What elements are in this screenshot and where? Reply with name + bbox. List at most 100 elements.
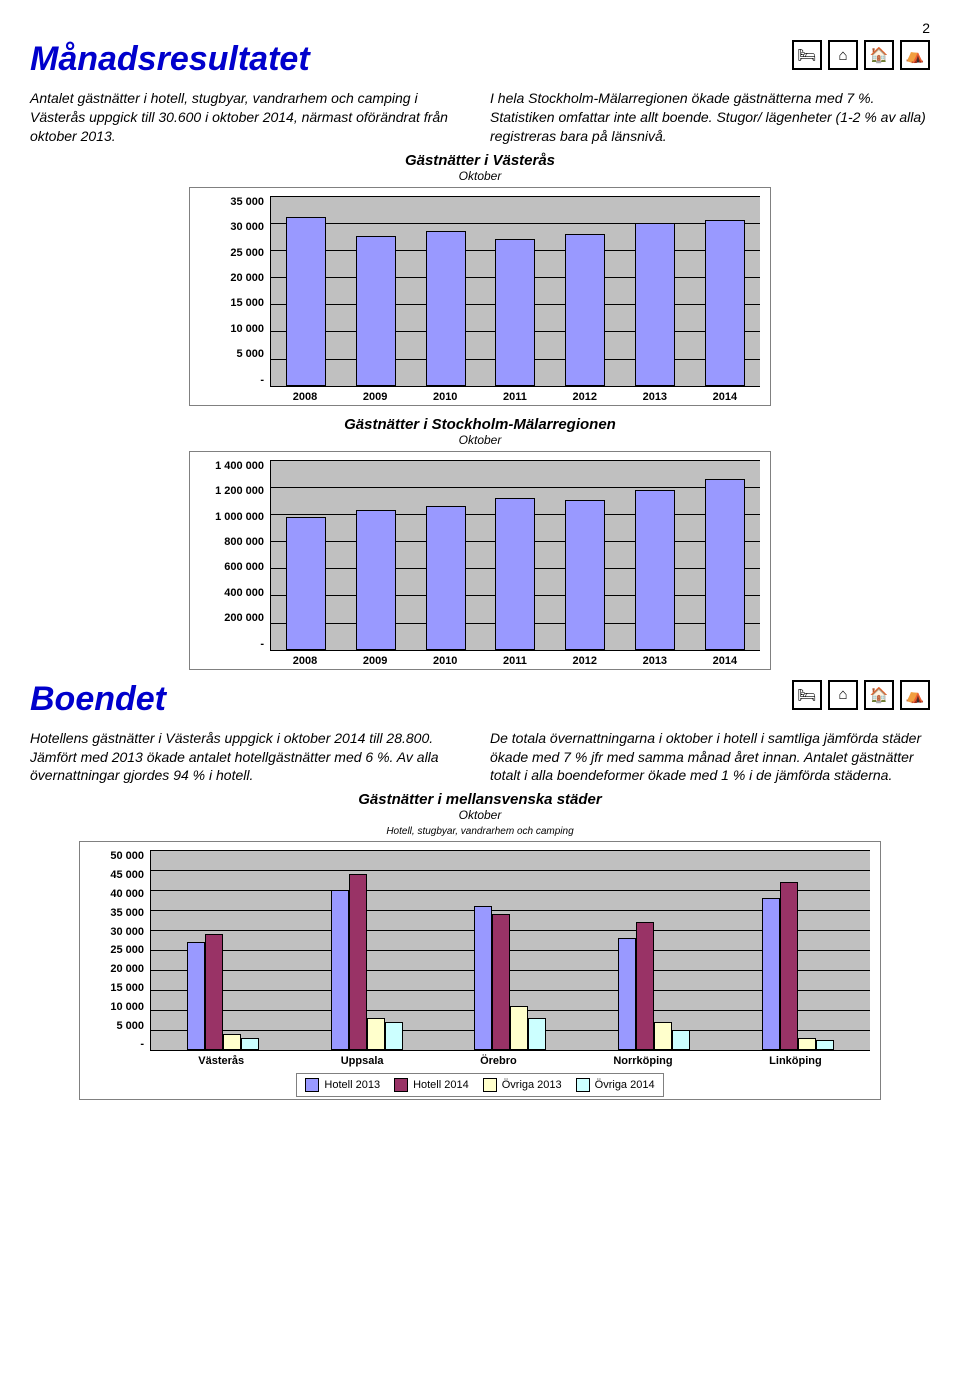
- ytick-label: 50 000: [110, 850, 144, 862]
- section1-right-para: I hela Stockholm-Mälarregionen ökade gäs…: [490, 89, 930, 146]
- ytick-label: 30 000: [230, 221, 264, 233]
- xtick-label: 2009: [363, 655, 387, 667]
- bar: [241, 1038, 259, 1050]
- hostel-icon: 🏠: [864, 680, 894, 710]
- house-icon: ⌂: [828, 680, 858, 710]
- ytick-label: -: [140, 1038, 144, 1050]
- bar: [672, 1030, 690, 1050]
- chart3-subtitle: Oktober: [30, 808, 930, 822]
- tent-icon: ⛺: [900, 680, 930, 710]
- tent-icon: ⛺: [900, 40, 930, 70]
- bar: [426, 231, 466, 386]
- bar: [356, 236, 396, 385]
- ytick-label: 200 000: [224, 612, 264, 624]
- legend-item: Övriga 2014: [576, 1078, 655, 1092]
- ytick-label: 20 000: [110, 963, 144, 975]
- ytick-label: 40 000: [110, 888, 144, 900]
- legend-item: Hotell 2013: [305, 1078, 380, 1092]
- bar: [635, 223, 675, 386]
- xtick-label: Norrköping: [613, 1055, 672, 1067]
- chart1-subtitle: Oktober: [30, 169, 930, 183]
- bar: [798, 1038, 816, 1050]
- ytick-label: -: [260, 374, 264, 386]
- bar-group: [762, 850, 834, 1050]
- ytick-label: 20 000: [230, 272, 264, 284]
- ytick-label: 35 000: [230, 196, 264, 208]
- ytick-label: 45 000: [110, 869, 144, 881]
- section2-left-para: Hotellens gästnätter i Västerås uppgick …: [30, 729, 470, 786]
- bar: [636, 922, 654, 1050]
- xtick-label: 2010: [433, 391, 457, 403]
- bar-group: [331, 850, 403, 1050]
- bar: [495, 498, 535, 650]
- legend-swatch: [394, 1078, 408, 1092]
- ytick-label: 15 000: [110, 982, 144, 994]
- ytick-label: 5 000: [116, 1020, 144, 1032]
- chart1-title: Gästnätter i Västerås: [30, 152, 930, 169]
- legend-swatch: [305, 1078, 319, 1092]
- ytick-label: 800 000: [224, 536, 264, 548]
- ytick-label: 15 000: [230, 297, 264, 309]
- xtick-label: 2012: [573, 655, 597, 667]
- xtick-label: 2014: [713, 655, 737, 667]
- chart2-title: Gästnätter i Stockholm-Mälarregionen: [30, 416, 930, 433]
- bar: [510, 1006, 528, 1050]
- xtick-label: Linköping: [769, 1055, 822, 1067]
- xtick-label: 2013: [643, 655, 667, 667]
- bar-group: [618, 850, 690, 1050]
- bar-group: [474, 850, 546, 1050]
- xtick-label: 2008: [293, 655, 317, 667]
- xtick-label: 2008: [293, 391, 317, 403]
- icon-row: 🛏 ⌂ 🏠 ⛺: [792, 40, 930, 70]
- bar: [187, 942, 205, 1050]
- bar: [205, 934, 223, 1050]
- xtick-label: Västerås: [198, 1055, 244, 1067]
- bed-icon: 🛏: [792, 40, 822, 70]
- bar: [356, 510, 396, 650]
- xtick-label: 2009: [363, 391, 387, 403]
- page-number: 2: [30, 20, 930, 36]
- ytick-label: 10 000: [110, 1001, 144, 1013]
- xtick-label: Uppsala: [341, 1055, 384, 1067]
- legend-item: Hotell 2014: [394, 1078, 469, 1092]
- ytick-label: 600 000: [224, 561, 264, 573]
- bar: [705, 479, 745, 650]
- xtick-label: 2013: [643, 391, 667, 403]
- chart1: Gästnätter i Västerås Oktober 35 000 30 0…: [30, 152, 930, 406]
- bar: [654, 1022, 672, 1050]
- chart2-subtitle: Oktober: [30, 433, 930, 447]
- bar: [223, 1034, 241, 1050]
- xtick-label: Örebro: [480, 1055, 517, 1067]
- bar-group: [187, 850, 259, 1050]
- bar: [367, 1018, 385, 1050]
- ytick-label: 400 000: [224, 587, 264, 599]
- legend-label: Hotell 2013: [324, 1079, 380, 1091]
- legend-label: Övriga 2014: [595, 1079, 655, 1091]
- bar: [762, 898, 780, 1050]
- chart3: Gästnätter i mellansvenska städer Oktobe…: [30, 791, 930, 1100]
- section2-title: Boendet: [30, 680, 166, 719]
- bar: [385, 1022, 403, 1050]
- chart3-subtitle2: Hotell, stugbyar, vandrarhem och camping: [30, 826, 930, 837]
- bar: [816, 1040, 834, 1050]
- section1-title: Månadsresultatet: [30, 40, 310, 79]
- bar: [331, 890, 349, 1050]
- xtick-label: 2010: [433, 655, 457, 667]
- bar: [474, 906, 492, 1050]
- bar: [780, 882, 798, 1050]
- legend-swatch: [576, 1078, 590, 1092]
- bar: [495, 239, 535, 386]
- xtick-label: 2011: [503, 655, 527, 667]
- legend-swatch: [483, 1078, 497, 1092]
- bar: [565, 234, 605, 386]
- ytick-label: -: [260, 638, 264, 650]
- ytick-label: 35 000: [110, 907, 144, 919]
- chart3-title: Gästnätter i mellansvenska städer: [30, 791, 930, 808]
- legend-item: Övriga 2013: [483, 1078, 562, 1092]
- ytick-label: 30 000: [110, 926, 144, 938]
- bar: [565, 500, 605, 649]
- section1-left-para: Antalet gästnätter i hotell, stugbyar, v…: [30, 89, 470, 146]
- bar: [426, 506, 466, 650]
- ytick-label: 25 000: [230, 247, 264, 259]
- ytick-label: 10 000: [230, 323, 264, 335]
